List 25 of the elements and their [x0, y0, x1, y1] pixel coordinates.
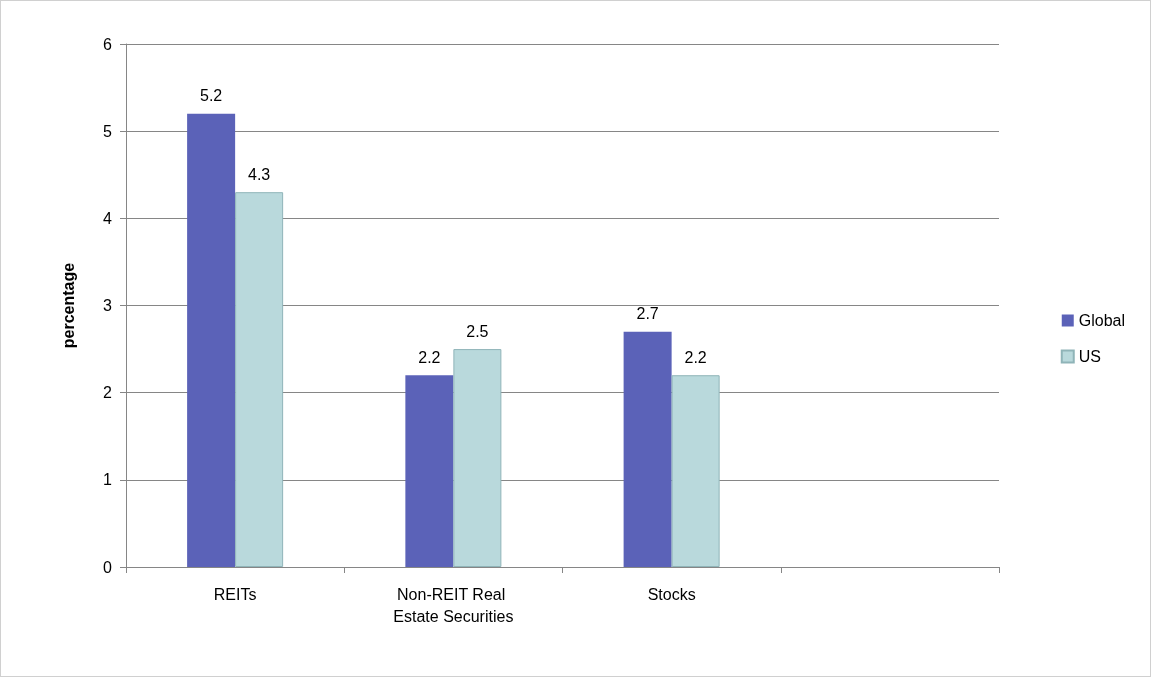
- data-label: 2.2: [684, 348, 707, 366]
- data-label: 2.2: [418, 348, 441, 366]
- y-tick-label: 5: [103, 122, 113, 140]
- data-label: 5.2: [199, 87, 223, 105]
- data-label: 2.7: [636, 305, 659, 323]
- data-label: 2.5: [466, 322, 489, 340]
- legend-label: Global: [1078, 312, 1125, 329]
- data-label: 4.3: [248, 165, 271, 183]
- y-tick-label: 1: [103, 471, 113, 489]
- y-axis-title: percentage: [59, 262, 77, 349]
- bar: [187, 113, 236, 567]
- y-tick-label: 2: [103, 384, 113, 402]
- y-tick-label: 6: [103, 35, 113, 53]
- x-tick-label: Stocks: [647, 585, 696, 603]
- bar: [623, 331, 672, 567]
- x-tick-label: Non-REIT Real Estate Securities: [393, 585, 514, 625]
- y-tick-label: 0: [103, 558, 113, 576]
- y-tick-label: 3: [103, 297, 113, 314]
- bar: [671, 375, 720, 567]
- y-tick-label: 4: [103, 209, 113, 227]
- bar: [453, 349, 502, 567]
- x-tick-label: REITs: [213, 585, 257, 603]
- legend-label: US: [1078, 348, 1101, 365]
- bar: [235, 192, 284, 567]
- bar: [405, 375, 454, 567]
